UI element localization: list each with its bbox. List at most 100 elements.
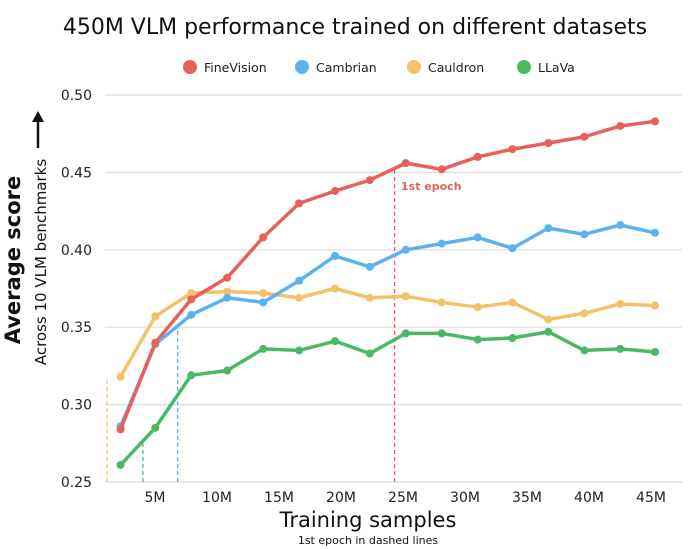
data-point (223, 287, 232, 296)
data-point (401, 329, 410, 338)
grid: 0.25 0.30 0.35 0.40 0.45 0.50 5M 10M 15M 20M 25M 30… (61, 88, 682, 506)
x-axis-label: Training samples (279, 508, 457, 532)
epoch-annotation: 1st epoch (401, 180, 462, 193)
data-point (116, 460, 125, 469)
data-point (331, 186, 340, 195)
data-point (187, 295, 196, 304)
data-point (187, 310, 196, 319)
x-tick-label: 25M (388, 490, 418, 506)
data-point (473, 335, 482, 344)
y-tick-label: 0.30 (61, 398, 92, 414)
data-point (544, 224, 553, 233)
data-point (259, 298, 268, 307)
y-tick-label: 0.45 (61, 165, 92, 181)
data-point (651, 301, 659, 310)
data-point (116, 425, 125, 434)
data-point (365, 262, 374, 271)
data-point (437, 298, 446, 307)
line-finevision (118, 119, 656, 431)
legend-marker-cambrian (295, 60, 309, 74)
data-point (223, 273, 232, 282)
data-point (401, 245, 410, 254)
data-point (187, 289, 196, 298)
data-point (544, 315, 553, 324)
x-tick-label: 10M (202, 490, 232, 506)
line-llava (119, 330, 656, 467)
y-tick-label: 0.25 (61, 475, 92, 491)
data-point (508, 298, 517, 307)
line-cauldron (119, 286, 656, 378)
data-point (295, 276, 304, 285)
legend: FineVision Cambrian Cauldron LLaVa (183, 60, 575, 75)
x-tick-label: 30M (450, 490, 480, 506)
data-point (365, 293, 374, 302)
x-tick-label: 35M (512, 490, 542, 506)
data-point (616, 299, 625, 308)
data-point (259, 289, 268, 298)
data-point (508, 334, 517, 343)
data-point (651, 117, 659, 126)
data-point (508, 145, 517, 154)
data-point (151, 312, 160, 321)
data-point (295, 293, 304, 302)
data-point (295, 199, 304, 208)
data-point (116, 372, 125, 381)
legend-label: Cauldron (428, 60, 484, 75)
series-cauldron (116, 284, 659, 381)
line-cambrian (118, 223, 656, 427)
legend-marker-finevision (183, 60, 197, 74)
data-point (295, 346, 304, 355)
data-point (187, 371, 196, 380)
x-tick-label: 40M (574, 490, 604, 506)
data-point (651, 228, 659, 237)
y-axis-sublabel: Across 10 VLM benchmarks (32, 159, 50, 366)
data-point (616, 344, 625, 353)
data-point (151, 338, 160, 347)
data-point (544, 327, 553, 336)
y-tick-label: 0.35 (61, 320, 92, 336)
data-point (437, 329, 446, 338)
x-tick-label: 5M (145, 490, 166, 506)
y-tick-label: 0.40 (61, 243, 92, 259)
chart-title: 450M VLM performance trained on differen… (63, 15, 647, 40)
epoch-lines (106, 168, 396, 482)
data-point (473, 233, 482, 242)
series-lines (116, 117, 659, 469)
data-point (544, 138, 553, 147)
data-point (580, 346, 589, 355)
data-point (151, 423, 160, 432)
data-point (508, 244, 517, 253)
data-point (437, 239, 446, 248)
data-point (401, 159, 410, 168)
data-point (473, 152, 482, 161)
data-point (401, 292, 410, 301)
data-point (331, 251, 340, 260)
data-point (331, 337, 340, 346)
x-tick-label: 20M (326, 490, 356, 506)
arrow-up-icon (32, 111, 44, 148)
x-tick-label: 15M (264, 490, 294, 506)
data-point (223, 366, 232, 375)
y-axis-label: Average score (1, 176, 25, 345)
legend-marker-cauldron (407, 60, 421, 74)
series-finevision (116, 117, 659, 434)
y-tick-label: 0.50 (61, 88, 92, 104)
data-point (580, 132, 589, 141)
data-point (331, 284, 340, 293)
data-point (259, 344, 268, 353)
x-axis-sublabel: 1st epoch in dashed lines (298, 534, 439, 547)
data-point (473, 303, 482, 312)
legend-label: Cambrian (316, 60, 377, 75)
series-llava (116, 327, 659, 469)
data-point (580, 309, 589, 318)
data-point (223, 293, 232, 302)
data-point (365, 176, 374, 185)
x-tick-label: 45M (636, 490, 666, 506)
data-point (259, 233, 268, 242)
data-point (365, 349, 374, 358)
legend-label: FineVision (204, 60, 267, 75)
data-point (437, 165, 446, 174)
legend-label: LLaVa (538, 60, 575, 75)
legend-marker-llava (517, 60, 531, 74)
